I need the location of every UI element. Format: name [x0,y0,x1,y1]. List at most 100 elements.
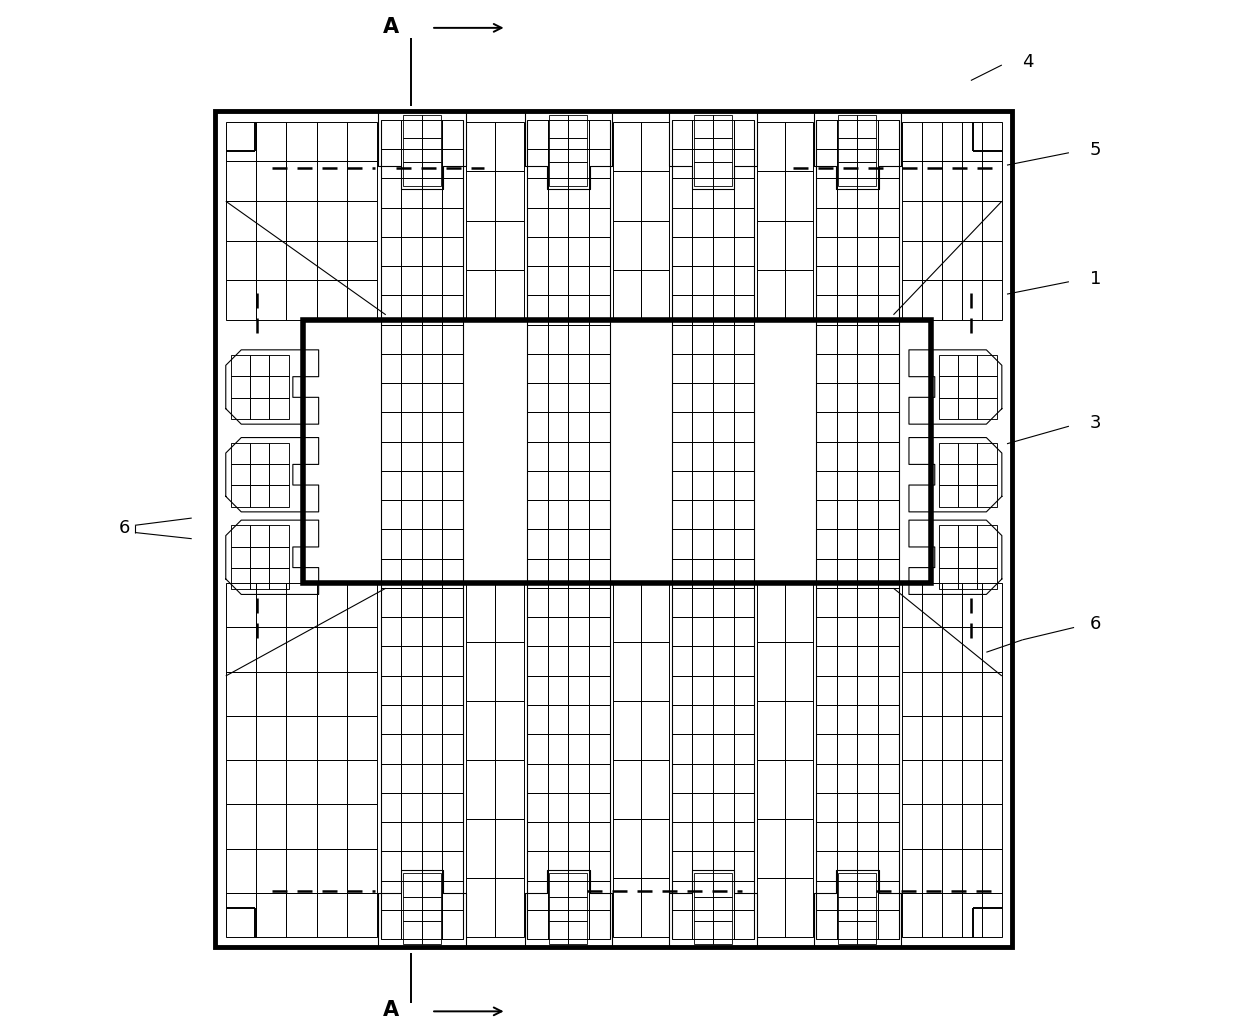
Bar [548,646,568,676]
Bar [837,295,857,324]
Text: 3: 3 [1090,414,1101,432]
Bar [527,354,548,383]
Bar [269,443,289,464]
Bar [878,588,899,617]
Bar [589,471,610,501]
Bar [402,558,422,588]
Bar [286,804,316,848]
Bar [286,893,316,937]
Bar [347,240,377,281]
Bar [589,705,610,735]
Bar [694,115,713,138]
Bar [495,171,525,221]
Bar [962,201,982,240]
Bar [495,583,525,642]
Bar [286,240,316,281]
Bar [941,893,962,937]
Bar [316,583,347,627]
Bar [878,295,899,324]
Bar [402,324,422,354]
Bar [672,207,692,236]
Bar [589,354,610,383]
Bar [257,240,286,281]
Bar [734,354,754,383]
Bar [959,547,977,568]
Bar [838,115,857,138]
Bar [422,705,443,735]
Bar [734,529,754,558]
Bar [402,588,422,617]
Bar [713,880,734,910]
Bar [713,529,734,558]
Bar [422,266,443,295]
Bar [568,471,589,501]
Bar [495,221,525,270]
Bar [548,236,568,266]
Bar [548,179,568,207]
Bar [495,819,525,878]
Bar [495,122,525,171]
Bar [672,120,692,149]
Bar [316,672,347,716]
Bar [269,568,289,589]
Bar [959,397,977,419]
Bar [837,764,857,793]
Bar [982,583,1002,627]
Bar [962,161,982,201]
Bar [857,442,878,471]
Bar [347,627,377,672]
Bar [982,627,1002,672]
Bar [959,568,977,589]
Text: 1: 1 [1090,269,1101,288]
Bar [527,880,548,910]
Bar [816,354,837,383]
Bar [734,823,754,851]
Bar [878,676,899,705]
Bar [878,442,899,471]
Bar [527,236,548,266]
Bar [316,716,347,760]
Bar [941,848,962,893]
Bar [589,910,610,939]
Bar [381,354,402,383]
Bar [527,442,548,471]
Bar [857,764,878,793]
Text: A: A [383,17,399,37]
Bar [381,149,402,179]
Bar [901,672,921,716]
Bar [816,880,837,910]
Bar [589,413,610,442]
Bar [613,122,641,171]
Bar [962,672,982,716]
Bar [548,149,568,179]
Bar [527,295,548,324]
Bar [857,793,878,823]
Bar [226,201,257,240]
Bar [549,138,568,162]
Bar [785,171,813,221]
Bar [422,921,441,944]
Bar [466,701,495,760]
Bar [734,442,754,471]
Bar [548,793,568,823]
Bar [422,529,443,558]
Bar [613,701,641,760]
Bar [347,672,377,716]
Bar [713,324,734,354]
Bar [959,355,977,377]
Bar [901,627,921,672]
Bar [837,383,857,413]
Bar [250,464,269,485]
Bar [589,735,610,764]
Bar [921,281,941,320]
Bar [466,819,495,878]
Bar [226,281,257,320]
Bar [941,122,962,161]
Bar [901,281,921,320]
Bar [692,295,713,324]
Bar [941,716,962,760]
Bar [269,377,289,397]
Bar [422,115,441,138]
Bar [816,764,837,793]
Bar [982,122,1002,161]
